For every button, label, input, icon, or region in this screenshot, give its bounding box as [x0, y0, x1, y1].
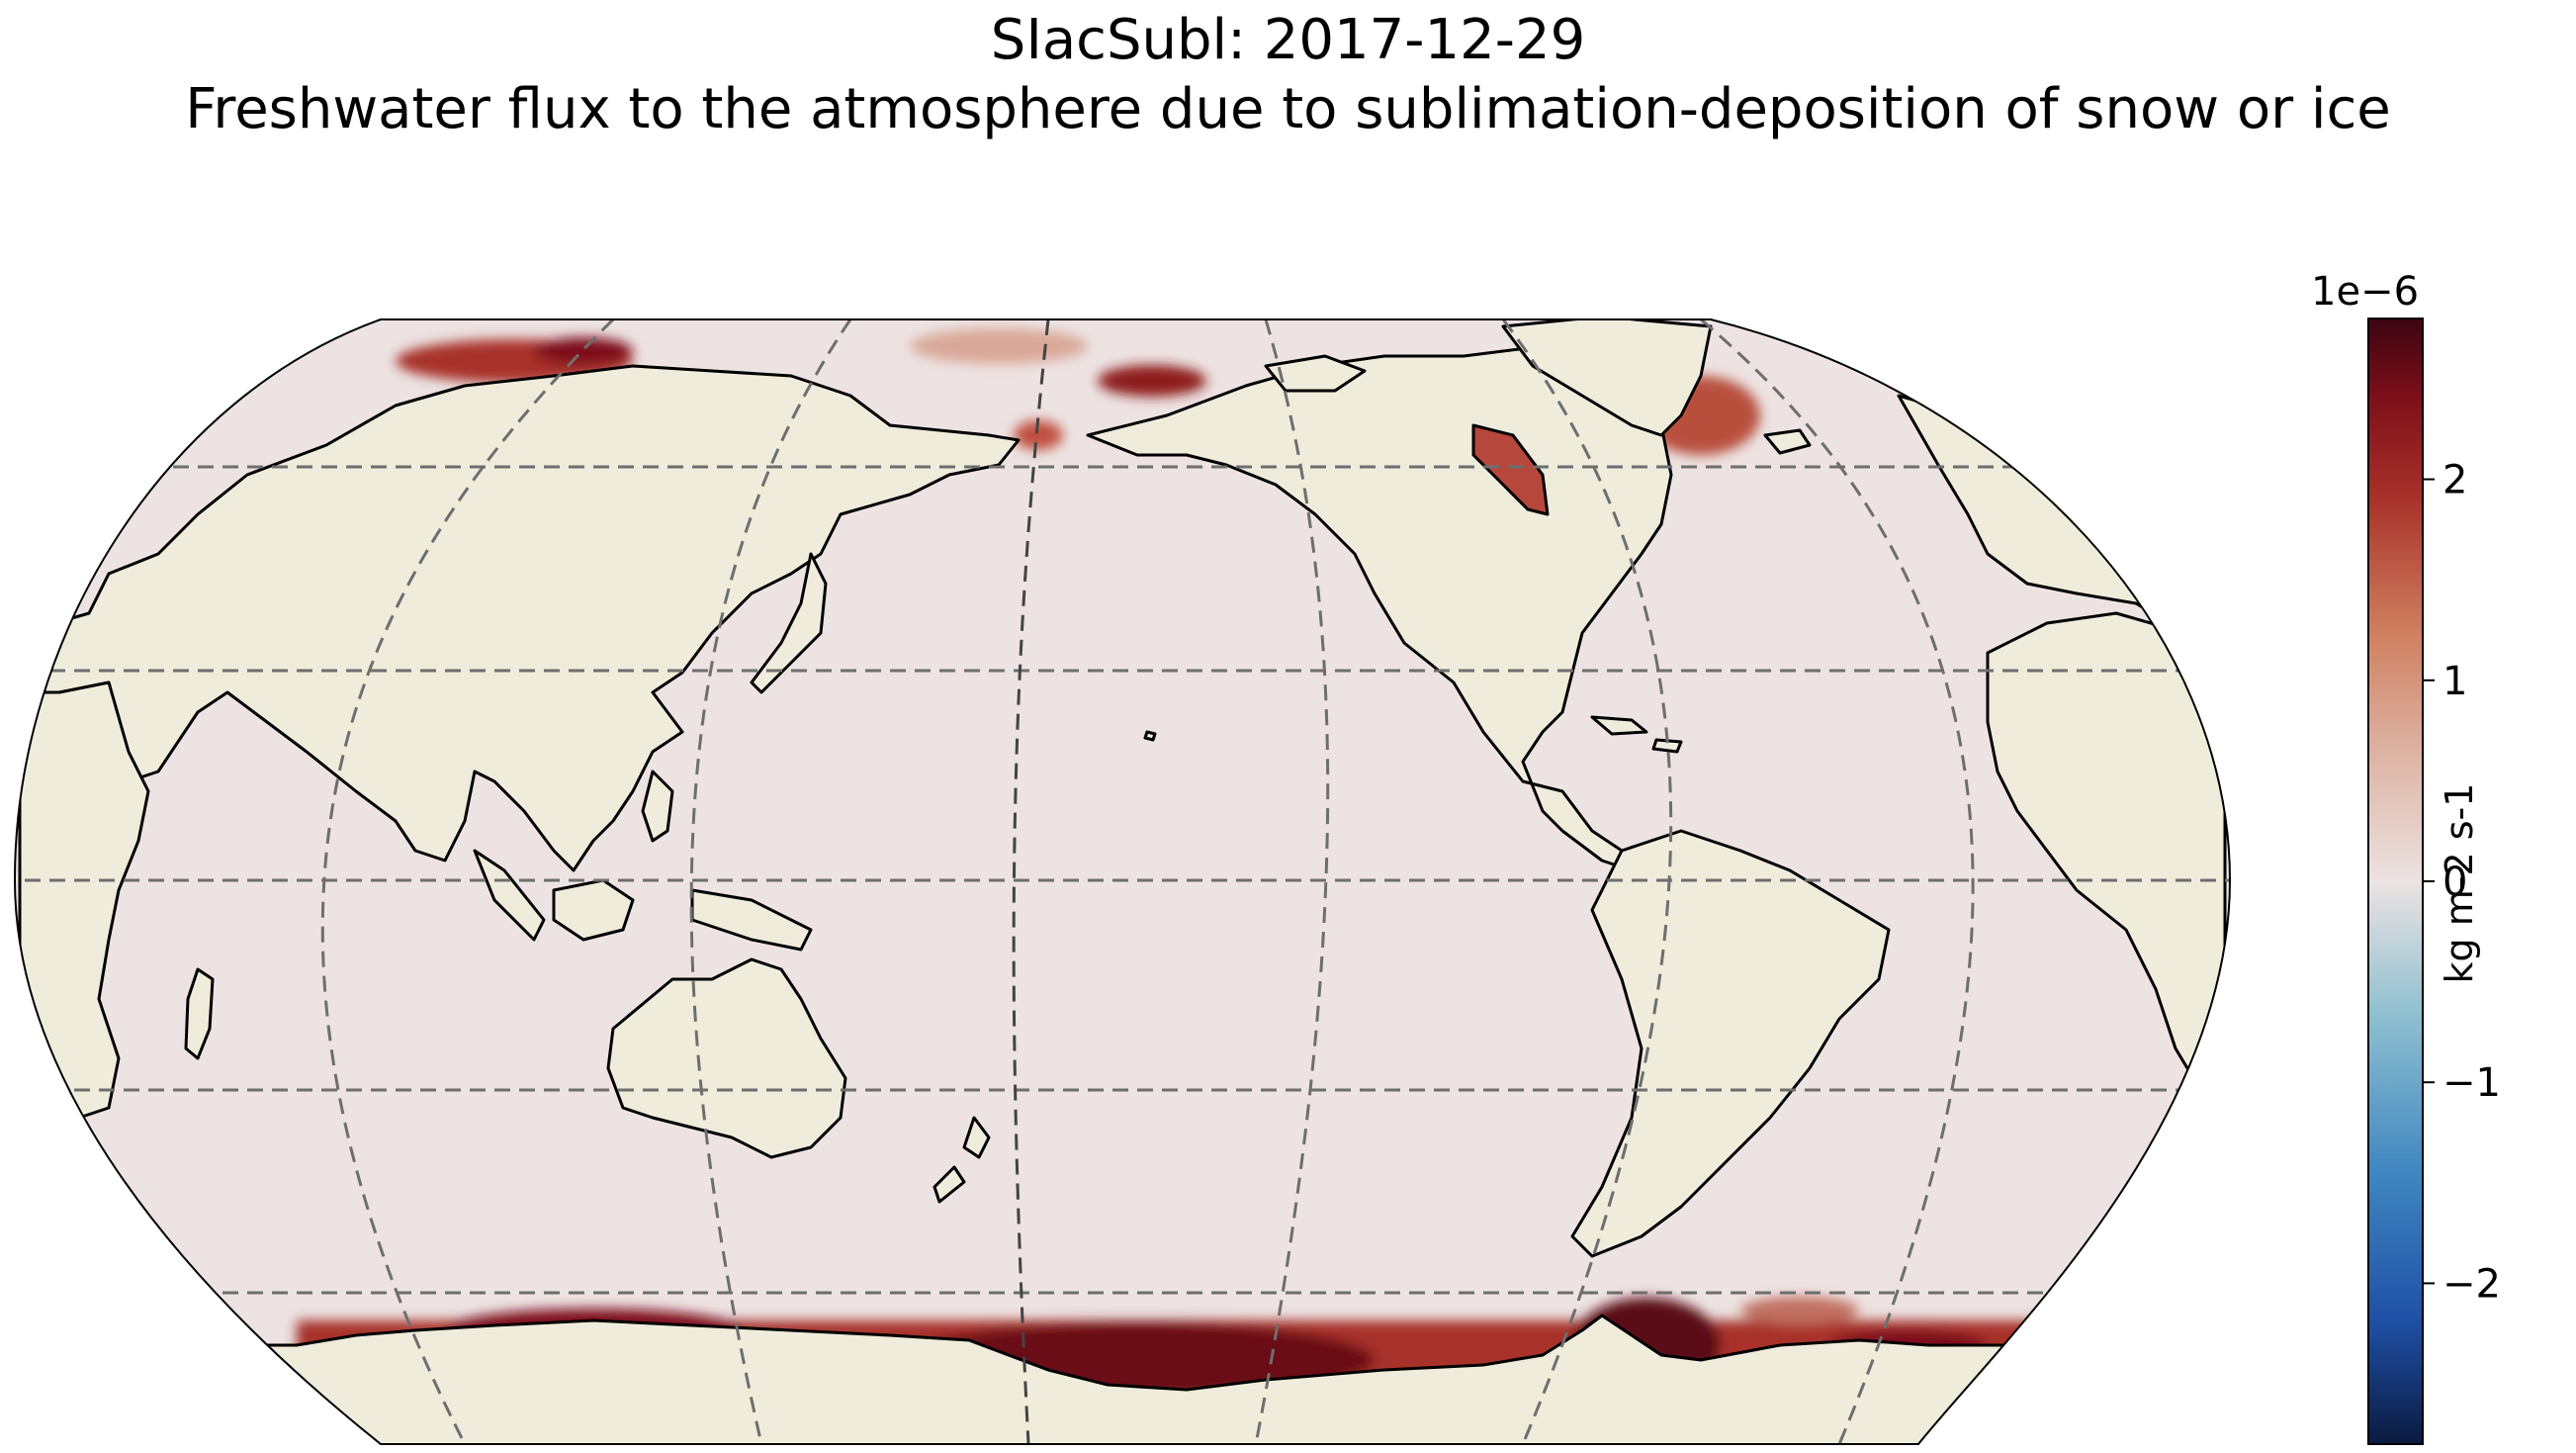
land-greenland — [1501, 319, 1713, 437]
colorbar-ticks: 2 1 0 −1 −2 — [2423, 458, 2501, 1307]
land-arctic-islands — [1264, 354, 1367, 393]
map-outline — [13, 318, 2232, 1445]
colorbar-tick-label: −1 — [2443, 1060, 2501, 1106]
land-australia — [606, 957, 847, 1159]
flux-barents-core — [534, 337, 633, 365]
gridline-lon-center — [1012, 319, 1050, 1444]
colorbar-tick-label: 0 — [2443, 860, 2467, 905]
map-area — [15, 319, 2230, 1444]
land-africa-west — [1986, 611, 2227, 1120]
land-hawaii — [1143, 730, 1157, 742]
flux-weddell-outer — [1740, 1297, 1859, 1324]
colorbar-tick-label: −2 — [2443, 1261, 2501, 1307]
flux-central-arctic — [1098, 365, 1206, 397]
land-iceland — [1763, 428, 1812, 455]
land-japan — [750, 552, 828, 694]
colorbar-gradient — [2367, 318, 2424, 1445]
colorbar-tick-label: 1 — [2443, 659, 2467, 704]
colorbar-exponent: 1e−6 — [2311, 269, 2420, 315]
land-hispaniola — [1651, 738, 1683, 754]
gridline-lon-w2 — [320, 319, 615, 1444]
gridlines — [15, 319, 2230, 1444]
colorbar-tick-label: 2 — [2443, 458, 2467, 503]
land-eurasia — [18, 364, 1021, 872]
land-masses — [15, 319, 2230, 1444]
land-cuba — [1590, 715, 1648, 736]
land-new-zealand-south — [933, 1165, 966, 1204]
title-line-1: SIacSubl: 2017-12-29 — [990, 8, 1586, 72]
gridline-lon-e1 — [1254, 319, 1330, 1444]
land-sumatra — [473, 849, 546, 942]
flux-bering — [1014, 420, 1063, 450]
gridline-lon-w1 — [689, 319, 852, 1444]
gridline-lon-e3 — [1700, 319, 1975, 1444]
flux-arctic-faint — [910, 328, 1088, 364]
land-philippines — [641, 770, 674, 843]
colorbar: 2 1 0 −1 −2 — [2367, 318, 2501, 1445]
title-line-2: Freshwater flux to the atmosphere due to… — [185, 77, 2391, 141]
land-madagascar — [184, 967, 215, 1060]
gridline-lon-e2 — [1501, 319, 1673, 1444]
land-new-zealand — [962, 1116, 991, 1159]
land-antarctica — [15, 1314, 2230, 1444]
colorbar-units-label: kg m-2 s-1 — [2438, 782, 2481, 984]
water-hudson-bay — [1471, 423, 1550, 516]
figure-title: SIacSubl: 2017-12-29 Freshwater flux to … — [0, 6, 2576, 144]
